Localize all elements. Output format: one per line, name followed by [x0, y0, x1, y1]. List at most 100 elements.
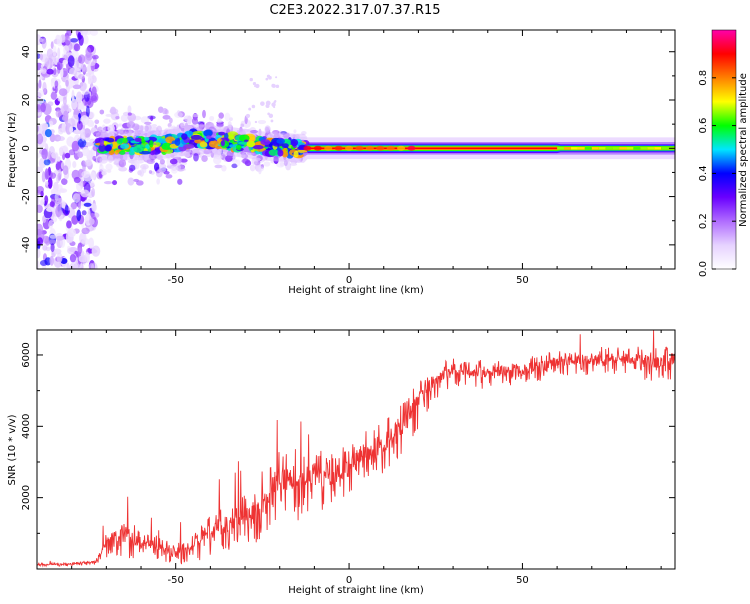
- spectrogram-noise-blob: [43, 159, 51, 166]
- spectrogram-speck: [251, 104, 256, 109]
- spectrogram-noise-blob: [84, 159, 93, 167]
- spectrogram-core-segment: [557, 147, 565, 150]
- spectrogram-frame: [36, 29, 676, 270]
- spectrogram-noise-blob: [73, 129, 83, 135]
- spectrogram-noise-blob: [82, 90, 90, 95]
- spectrogram-halo-blob: [168, 117, 173, 124]
- spectrogram-noise-blob: [46, 68, 54, 75]
- spectrogram-noise-blob: [70, 202, 78, 210]
- spectrogram-noise-blob: [88, 60, 96, 66]
- spectrogram-halo-blob: [224, 112, 231, 122]
- spectrogram-noise-blob: [44, 195, 49, 205]
- snr-y-tick-label: 4000: [21, 414, 32, 439]
- spectrogram-noise-blob: [45, 181, 49, 186]
- spectrogram-halo-blob: [118, 123, 123, 127]
- spectrogram-noise-blob: [49, 234, 57, 239]
- spectrogram-noise-blob: [54, 193, 59, 202]
- colorbar-label: Normalized spectral amplitude: [738, 73, 749, 227]
- spectrogram-noise-blob: [51, 60, 56, 71]
- spectrogram-noise-blob: [38, 79, 42, 89]
- spectrogram-noise-blob: [72, 84, 82, 90]
- spectrogram-halo-blob: [183, 115, 192, 122]
- spectrogram-halo-blob: [221, 165, 227, 172]
- spectrogram-noise-blob: [61, 200, 66, 209]
- spectrogram-noise-blob: [83, 202, 92, 207]
- spectrogram-signal-blob: [120, 143, 130, 149]
- spectrogram-speck: [255, 83, 260, 89]
- spectrogram-noise-blob: [80, 115, 90, 126]
- spectrogram-noise-blob: [69, 38, 79, 43]
- spectrogram-signal-blob: [144, 136, 150, 141]
- spectrogram-halo-blob: [276, 161, 285, 168]
- spectrogram-noise-blob: [59, 188, 65, 193]
- spectrogram-noise-blob: [41, 38, 47, 49]
- spectrogram-noise-blob: [73, 43, 81, 52]
- spectrogram-core-segment: [675, 147, 682, 149]
- spectrogram-halo-blob: [249, 164, 256, 172]
- spectrogram-signal-blob: [182, 143, 195, 149]
- spectrogram-halo-blob: [165, 174, 173, 179]
- spectrogram-noise-blob: [85, 47, 92, 59]
- spectrogram-noise-blob: [55, 109, 62, 118]
- spectrogram-bead: [345, 145, 354, 151]
- spectrogram-noise-blob: [56, 61, 63, 71]
- spectrogram-halo-blob: [115, 115, 120, 120]
- spectrogram-halo-blob: [101, 171, 107, 176]
- spectrogram-noise-blob: [55, 235, 65, 241]
- spectrogram-noise-blob: [89, 30, 98, 36]
- spectrogram-core-segment: [633, 147, 641, 150]
- spectrogram-noise-blob: [67, 247, 76, 255]
- spectrogram-noise-blob: [90, 171, 96, 180]
- snr-y-tick-label: 6000: [21, 342, 32, 367]
- spectrogram-noise-blob: [50, 188, 58, 195]
- spectrogram-bead: [365, 145, 374, 151]
- spectrogram-signal-blob: [229, 144, 235, 148]
- spectrogram-core-segment: [605, 147, 613, 150]
- spectrogram-signal-blob: [252, 144, 264, 150]
- spectrogram-signal-blob: [161, 142, 173, 151]
- spectrogram-noise-blob: [37, 103, 42, 113]
- spectrogram-halo-blob: [128, 168, 134, 173]
- spectrogram-noise-blob: [66, 220, 72, 229]
- spectrogram-noise-blob: [89, 218, 95, 225]
- spectrogram-halo-blob: [107, 124, 115, 133]
- spectrogram-y-tick-label: -20: [21, 188, 32, 204]
- spectrogram-noise-blob: [57, 95, 64, 102]
- spectrogram-noise-blob: [61, 178, 68, 186]
- spectrogram-noise-blob: [57, 172, 61, 181]
- spectrogram-halo-blob: [151, 123, 158, 128]
- spectrogram-signal-blob: [268, 149, 279, 156]
- spectrogram-noise-blob: [50, 41, 54, 50]
- spectrogram-core-segment: [584, 147, 592, 150]
- spectrogram-core-segment: [577, 147, 585, 150]
- spectrogram-noise-blob: [84, 252, 90, 264]
- colorbar-frame: [711, 29, 737, 270]
- spectrogram-marks: [37, 30, 682, 269]
- spectrogram-noise-blob: [41, 198, 46, 206]
- spectrogram-speck: [268, 113, 274, 119]
- spectrogram-x-tick-label: -50: [168, 275, 184, 286]
- spectrogram-halo-blob: [231, 158, 238, 163]
- spectrogram-axes: -50 0 50 -40 -20 0 20 40: [21, 30, 675, 286]
- spectrogram-signal-blob: [293, 150, 299, 158]
- spectrogram-noise-blob: [37, 133, 44, 145]
- spectrogram-halo-blob: [133, 178, 139, 182]
- spectrogram-core-segment: [654, 147, 662, 150]
- spectrogram-halo-blob: [264, 125, 271, 134]
- spectrogram-noise-blob: [78, 201, 82, 210]
- spectrogram-halo-blob: [137, 170, 142, 176]
- spectrogram-noise-blob: [85, 105, 90, 118]
- spectrogram-noise-blob: [79, 81, 87, 92]
- spectrogram-noise-blob: [57, 156, 61, 162]
- spectrogram-noise-blob: [79, 231, 87, 244]
- spectrogram-noise-blob: [58, 197, 63, 204]
- spectrogram-noise-blob: [81, 170, 91, 179]
- spectrogram-noise-blob: [42, 244, 48, 251]
- spectrogram-noise-blob: [49, 201, 55, 208]
- spectrogram-noise-blob: [49, 172, 57, 179]
- spectrogram-noise-blob: [76, 181, 83, 192]
- spectrogram-halo-blob: [214, 164, 223, 169]
- spectrogram-halo-blob: [176, 164, 186, 172]
- spectrogram-noise-blob: [72, 161, 77, 169]
- spectrogram-noise-blob: [67, 55, 75, 68]
